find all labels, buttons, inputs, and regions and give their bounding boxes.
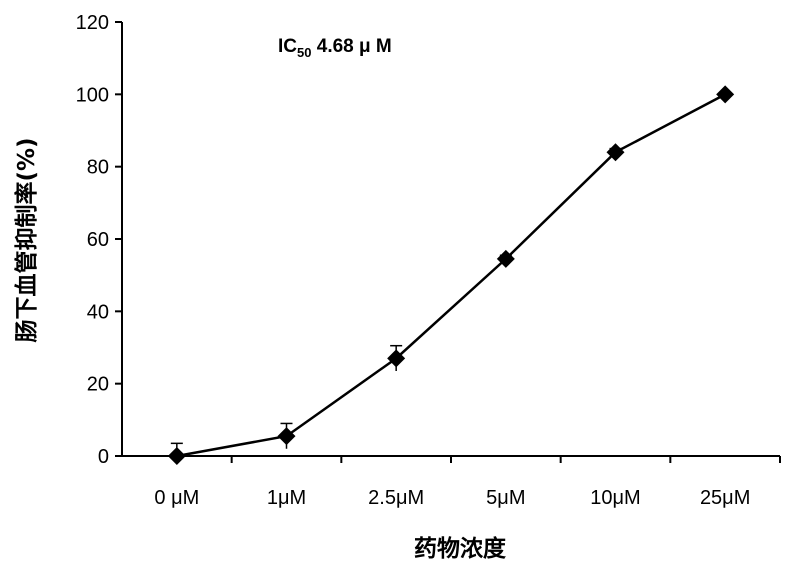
data-point xyxy=(387,349,406,368)
y-tick-label: 20 xyxy=(87,374,109,396)
data-point xyxy=(716,85,735,104)
data-point xyxy=(277,427,296,446)
data-point xyxy=(496,249,515,268)
x-tick-label: 5μM xyxy=(486,487,525,509)
y-tick-label: 120 xyxy=(76,12,109,34)
ic50-annotation: IC50 4.68 μ M xyxy=(278,36,392,60)
x-axis-title: 药物浓度 xyxy=(414,535,507,562)
y-tick-label: 0 xyxy=(98,446,109,468)
y-tick-label: 100 xyxy=(76,84,109,106)
y-tick-label: 40 xyxy=(87,301,109,323)
series-line xyxy=(176,93,726,458)
data-point xyxy=(167,447,186,465)
x-tick-label: 10μM xyxy=(590,487,640,509)
x-tick-label: 1μM xyxy=(267,487,306,509)
x-tick-label: 25μM xyxy=(700,487,750,509)
series-layer xyxy=(167,85,735,465)
x-tick-label: 2.5μM xyxy=(368,487,424,509)
y-tick-label: 60 xyxy=(87,229,109,251)
y-axis: 0 20 40 60 80 100 120 xyxy=(76,12,123,468)
y-axis-title: 肠下血管抑制率(%) xyxy=(13,137,40,342)
x-tick-label: 0 μM xyxy=(154,487,199,509)
data-point xyxy=(606,143,625,162)
y-tick-label: 80 xyxy=(87,157,109,179)
x-axis: 0 μM 1μM 2.5μM 5μM 10μM 25μM xyxy=(122,455,781,509)
